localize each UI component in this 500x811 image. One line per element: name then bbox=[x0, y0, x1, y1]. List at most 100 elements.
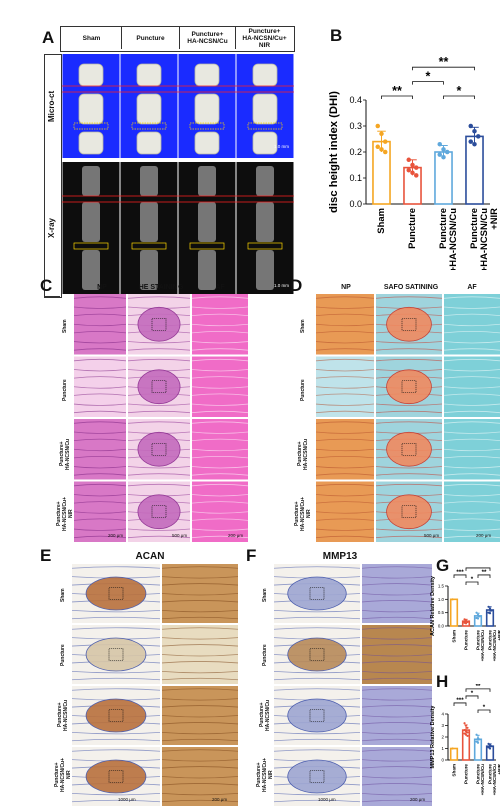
panel-f-row-puncture-ha: Puncture+ HA-NCSN/Cu bbox=[259, 699, 271, 731]
tissue-texture bbox=[127, 296, 191, 299]
tissue-texture bbox=[316, 448, 375, 452]
tissue-texture bbox=[127, 528, 191, 531]
panel-a-row-frame bbox=[44, 54, 62, 298]
tissue-texture bbox=[316, 535, 375, 539]
panel-d-row-puncture-ha: Puncture+ HA-NCSN/Cu bbox=[297, 438, 309, 470]
tissue-texture bbox=[375, 421, 443, 424]
histology-tile bbox=[74, 419, 126, 480]
tissue-texture bbox=[316, 358, 375, 362]
tissue-texture bbox=[316, 296, 375, 299]
significance-label: * bbox=[426, 70, 431, 84]
y-tick-label: 0.4 bbox=[349, 95, 362, 105]
y-tick-label: 0.0 bbox=[349, 199, 362, 209]
tissue-texture bbox=[191, 330, 248, 334]
tissue-texture bbox=[191, 369, 248, 372]
data-point bbox=[464, 724, 468, 727]
panel-f-scale-zoom: 200 μm bbox=[410, 797, 426, 802]
tissue-texture bbox=[74, 358, 127, 362]
tissue-texture bbox=[191, 518, 248, 521]
data-point bbox=[488, 747, 492, 750]
tissue-texture bbox=[72, 799, 161, 803]
data-point bbox=[490, 609, 493, 612]
tissue-texture bbox=[74, 386, 127, 389]
data-point bbox=[441, 154, 446, 160]
significance-bracket bbox=[381, 95, 413, 99]
x-tick-label: Puncture+HA-NCSN/Cu+NIR bbox=[487, 763, 500, 795]
tissue-texture bbox=[375, 341, 443, 344]
disc-roi-box bbox=[189, 242, 225, 250]
tissue-texture bbox=[161, 644, 239, 647]
zoom-roi-box bbox=[309, 709, 325, 722]
panel-d-header-af: AF bbox=[467, 283, 477, 291]
disc-structure bbox=[287, 576, 347, 611]
data-point bbox=[414, 173, 419, 178]
tissue-texture bbox=[361, 705, 433, 708]
panel-c-row-puncture: Puncture bbox=[62, 379, 68, 401]
significance-bracket bbox=[465, 695, 479, 699]
data-point bbox=[414, 165, 419, 170]
data-point bbox=[410, 162, 415, 168]
tissue-texture bbox=[375, 535, 443, 539]
tissue-texture bbox=[74, 518, 127, 521]
zoom-roi-box bbox=[309, 770, 325, 783]
tissue-texture bbox=[274, 566, 361, 569]
significance-label: *** bbox=[456, 697, 464, 704]
panel-e-row-puncture: Puncture bbox=[60, 644, 66, 666]
tissue-texture bbox=[127, 358, 191, 362]
vertebra-bone bbox=[136, 93, 162, 125]
histology-tile bbox=[444, 481, 500, 542]
significance-label: ** bbox=[392, 84, 402, 98]
panel-c-scale-np: 200 μm bbox=[108, 533, 124, 538]
tissue-texture bbox=[361, 738, 433, 742]
tissue-texture bbox=[375, 483, 443, 487]
significance-label: * bbox=[457, 84, 462, 98]
tissue-texture bbox=[191, 511, 248, 514]
tissue-texture bbox=[443, 455, 500, 459]
zoom-roi-box bbox=[309, 648, 325, 661]
zoom-roi-box bbox=[108, 648, 124, 661]
data-point bbox=[410, 170, 415, 176]
tissue-texture bbox=[74, 369, 127, 372]
panel-c-scale-af: 200 μm bbox=[228, 533, 244, 538]
vertebra-bone bbox=[78, 93, 104, 125]
tissue-texture bbox=[161, 627, 239, 630]
tissue-texture bbox=[191, 494, 248, 497]
tissue-texture bbox=[361, 627, 433, 630]
disc-structure bbox=[287, 759, 347, 794]
y-tick-label: 1.5 bbox=[438, 584, 445, 589]
tissue-texture bbox=[161, 759, 239, 762]
tissue-texture bbox=[191, 313, 248, 317]
tissue-texture bbox=[74, 421, 127, 424]
y-tick-label: 0.5 bbox=[438, 610, 445, 615]
panel-c-header-he: HE STAINING bbox=[138, 283, 184, 291]
tissue-texture bbox=[361, 799, 433, 803]
data-point bbox=[476, 134, 481, 139]
data-point bbox=[379, 131, 384, 137]
x-tick-label-line: +NIR bbox=[497, 629, 500, 640]
data-point bbox=[472, 128, 477, 134]
tissue-texture bbox=[375, 358, 443, 362]
tissue-texture bbox=[74, 455, 127, 459]
panel-f-scale-overview: 1000 μm bbox=[318, 797, 336, 802]
panel-f-title: MMP13 bbox=[322, 550, 358, 562]
tissue-texture bbox=[316, 494, 375, 497]
data-point bbox=[464, 619, 468, 622]
vertebra-xray bbox=[82, 166, 100, 196]
histology-tile bbox=[74, 481, 126, 542]
bar bbox=[434, 151, 453, 205]
disc-roi-box bbox=[247, 242, 283, 250]
data-point bbox=[475, 611, 478, 614]
vertebra-bone bbox=[194, 93, 220, 125]
zoom-roi-box bbox=[108, 587, 124, 600]
tissue-texture bbox=[443, 518, 500, 521]
tissue-texture bbox=[161, 799, 239, 803]
tissue-texture bbox=[361, 783, 433, 786]
panel-d-header-safo: SAFO SATINING bbox=[383, 283, 439, 291]
data-point bbox=[464, 622, 468, 625]
tissue-texture bbox=[361, 759, 433, 762]
panel-c-scale-he: 500 μm bbox=[172, 533, 188, 538]
tissue-texture bbox=[443, 511, 500, 514]
panel-label-b: B bbox=[330, 26, 343, 45]
significance-bracket bbox=[465, 567, 491, 571]
